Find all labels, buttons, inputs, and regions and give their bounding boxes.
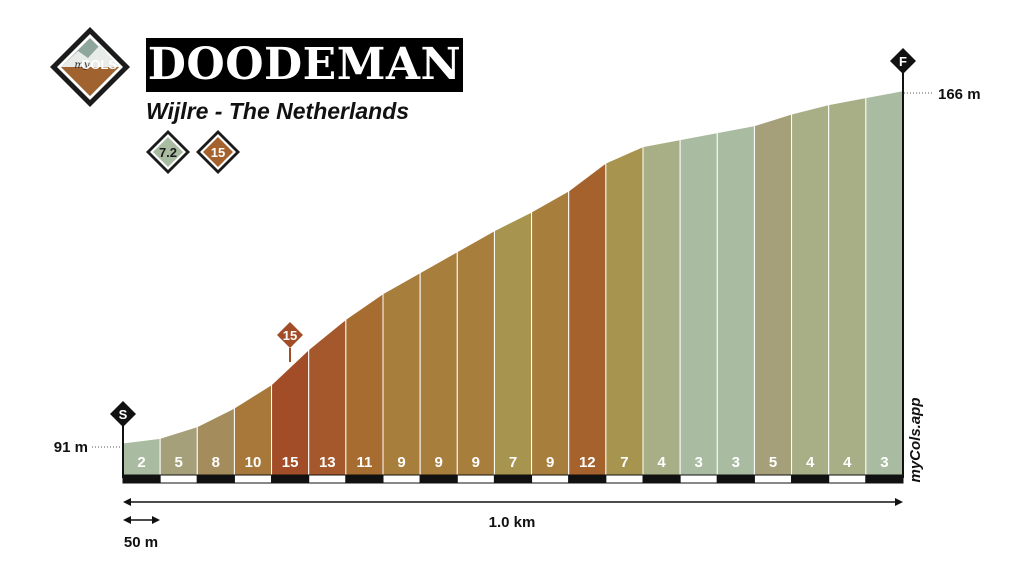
gradient-label: 9 bbox=[435, 454, 443, 471]
profile-segment bbox=[791, 104, 830, 476]
svg-text:COLS: COLS bbox=[81, 57, 117, 72]
gradient-label: 9 bbox=[472, 454, 480, 471]
svg-text:7.2: 7.2 bbox=[159, 145, 177, 160]
svg-text:15: 15 bbox=[211, 145, 225, 160]
gradient-label: 5 bbox=[175, 454, 183, 471]
gradient-label: 4 bbox=[806, 454, 815, 471]
gradient-label: 15 bbox=[282, 454, 299, 471]
distance-tick bbox=[419, 474, 458, 484]
gradient-label: 10 bbox=[245, 454, 262, 471]
profile-segment bbox=[382, 271, 421, 476]
average-gradient-badge: 7.2 bbox=[146, 130, 190, 174]
start-elevation-label: 91 m bbox=[54, 439, 88, 456]
distance-tick bbox=[753, 474, 793, 484]
distance-tick bbox=[865, 474, 904, 484]
page-title: DOODEMAN bbox=[146, 38, 463, 92]
distance-tick bbox=[159, 474, 198, 484]
profile-segment bbox=[345, 292, 384, 476]
max-gradient-badge: 15 bbox=[196, 130, 240, 174]
distance-tick bbox=[791, 474, 830, 484]
gradient-label: 7 bbox=[509, 454, 517, 471]
max-gradient-marker: 15 bbox=[277, 322, 303, 362]
gradient-label: 13 bbox=[319, 454, 336, 471]
scale-indicator: 50 m bbox=[123, 516, 160, 551]
gradient-label: 2 bbox=[137, 454, 145, 471]
gradient-label: 8 bbox=[212, 454, 220, 471]
distance-tick bbox=[382, 474, 421, 484]
finish-marker: F bbox=[890, 48, 916, 478]
watermark: myCols.app bbox=[907, 397, 924, 482]
distance-tick bbox=[605, 474, 644, 484]
distance-tick bbox=[531, 474, 570, 484]
distance-tick bbox=[828, 474, 867, 484]
profile-segment bbox=[828, 97, 867, 476]
total-distance-label: 1.0 km bbox=[489, 514, 536, 531]
gradient-label: 3 bbox=[695, 454, 703, 471]
distance-tick bbox=[679, 474, 718, 484]
distance-tick bbox=[456, 474, 495, 484]
distance-tick bbox=[716, 474, 755, 484]
gradient-label: 3 bbox=[880, 454, 888, 471]
gradient-label: 9 bbox=[546, 454, 554, 471]
gradient-label: 5 bbox=[769, 454, 777, 471]
svg-text:15: 15 bbox=[283, 328, 297, 343]
distance-tick bbox=[271, 474, 310, 484]
profile-segment bbox=[605, 145, 644, 476]
distance-tick bbox=[493, 474, 533, 484]
total-distance-indicator: 1.0 km bbox=[123, 498, 903, 531]
svg-text:F: F bbox=[899, 54, 907, 69]
mycols-logo: my COLS bbox=[50, 27, 130, 107]
gradient-label: 3 bbox=[732, 454, 740, 471]
gradient-label: 11 bbox=[356, 454, 372, 471]
gradient-label: 12 bbox=[579, 454, 596, 471]
profile-segment bbox=[865, 90, 904, 476]
profile-segment bbox=[642, 139, 681, 476]
profile-segment bbox=[716, 125, 755, 476]
finish-elevation-label: 166 m bbox=[938, 86, 981, 103]
distance-tick bbox=[122, 474, 161, 484]
profile-segment bbox=[456, 229, 495, 476]
gradient-label: 4 bbox=[843, 454, 852, 471]
scale-label: 50 m bbox=[124, 534, 158, 551]
gradient-label: 4 bbox=[657, 454, 666, 471]
distance-tick bbox=[196, 474, 235, 484]
distance-tick bbox=[233, 474, 273, 484]
stat-badges: 7.2 15 bbox=[146, 130, 240, 174]
distance-tick bbox=[308, 474, 347, 484]
profile-segment bbox=[419, 250, 458, 476]
distance-tick bbox=[345, 474, 384, 484]
svg-text:S: S bbox=[119, 407, 128, 422]
profile-segment bbox=[308, 318, 347, 476]
gradient-label: 7 bbox=[620, 454, 628, 471]
profile-segment bbox=[531, 190, 570, 476]
start-marker: S bbox=[110, 401, 136, 478]
gradient-label: 9 bbox=[397, 454, 405, 471]
profile-segment bbox=[493, 211, 533, 476]
profile-segment bbox=[568, 161, 607, 476]
distance-tick bbox=[642, 474, 681, 484]
location-subtitle: Wijlre - The Netherlands bbox=[146, 98, 410, 124]
distance-tick bbox=[568, 474, 607, 484]
profile-segment bbox=[679, 132, 718, 476]
svg-text:my: my bbox=[74, 60, 89, 71]
profile-segment bbox=[753, 113, 793, 476]
